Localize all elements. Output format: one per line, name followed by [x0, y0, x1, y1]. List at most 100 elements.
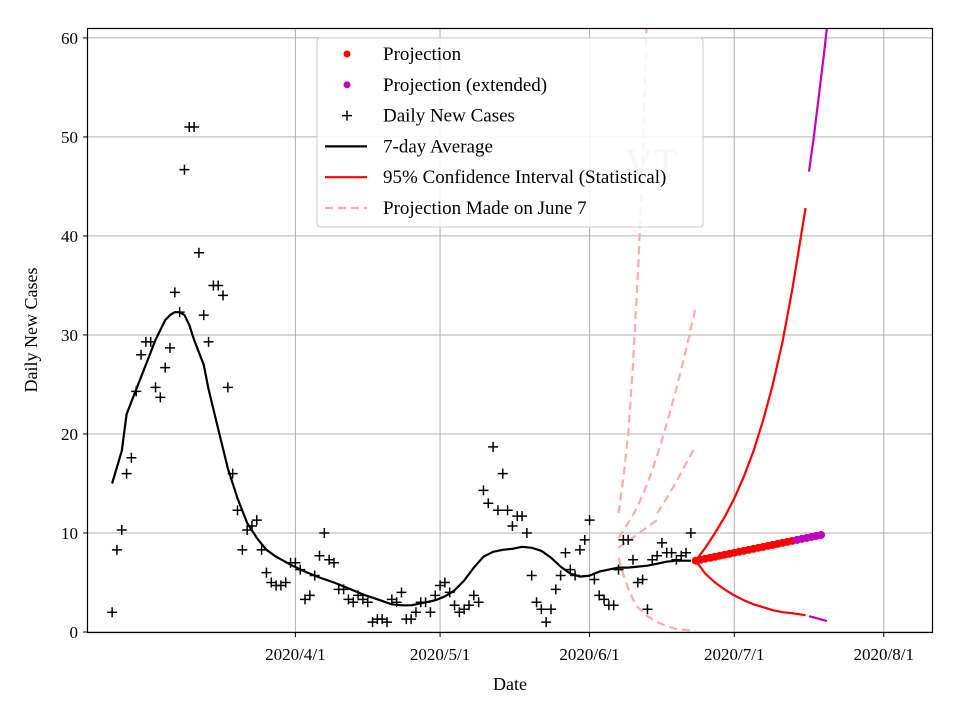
daily-case-marker [478, 485, 489, 496]
daily-case-marker [126, 452, 137, 463]
7-day-average-line [111, 311, 691, 607]
daily-case-marker [430, 590, 441, 601]
daily-case-marker [107, 607, 118, 618]
legend-label: 95% Confidence Interval (Statistical) [383, 167, 666, 188]
projection-extended-point [817, 530, 826, 539]
daily-case-marker [555, 570, 566, 581]
daily-case-marker [507, 521, 518, 532]
daily-case-marker [160, 362, 171, 373]
daily-case-marker [613, 564, 624, 575]
daily-case-marker [309, 570, 320, 581]
daily-case-marker [642, 604, 653, 615]
daily-case-marker [121, 468, 132, 479]
daily-case-marker [473, 597, 484, 608]
daily-case-marker [222, 382, 233, 393]
daily-case-marker [116, 525, 127, 536]
series-group [107, 28, 828, 632]
daily-case-marker [685, 527, 696, 538]
y-tick-label: 60 [61, 29, 78, 48]
y-tick-label: 0 [70, 623, 79, 642]
legend-label: Projection (extended) [383, 75, 547, 96]
daily-case-marker [174, 307, 185, 318]
daily-case-marker [136, 349, 147, 360]
daily-case-marker [449, 600, 460, 611]
daily-case-marker [169, 287, 180, 298]
projection-made-on-june-7-lower-line [617, 557, 696, 632]
daily-case-marker [492, 505, 503, 516]
daily-case-marker [328, 557, 339, 568]
daily-case-marker [290, 557, 301, 568]
legend-label: 7-day Average [383, 136, 493, 157]
daily-case-marker [203, 336, 214, 347]
daily-case-marker [406, 614, 417, 625]
y-tick-label: 20 [61, 425, 78, 444]
daily-case-marker [410, 607, 421, 618]
daily-case-marker [246, 521, 257, 532]
daily-case-marker [261, 567, 272, 578]
x-tick-label: 2020/7/1 [704, 645, 764, 664]
daily-case-marker [348, 597, 359, 608]
daily-case-marker [237, 544, 248, 555]
projection-made-on-june-7-upper-line [617, 306, 697, 539]
daily-case-marker [131, 386, 142, 397]
daily-case-marker [382, 617, 393, 628]
daily-case-marker [145, 336, 156, 347]
daily-case-marker [468, 590, 479, 601]
daily-case-marker [565, 564, 576, 575]
daily-case-marker [164, 342, 175, 353]
daily-case-marker [425, 607, 436, 618]
tick-layer: 2020/4/1 2020/5/1 2020/6/1 2020/7/1 2020/8/1… [61, 29, 914, 664]
daily-case-marker [589, 574, 600, 585]
daily-case-marker [420, 597, 431, 608]
daily-case-marker [439, 577, 450, 588]
y-tick-label: 30 [61, 326, 78, 345]
95-ci-upper-extended-line [807, 28, 828, 172]
daily-case-marker [232, 505, 243, 516]
daily-case-marker [627, 554, 638, 565]
daily-case-marker [227, 468, 238, 479]
daily-case-marker [193, 247, 204, 258]
x-axis-label: Date [493, 674, 527, 694]
daily-case-marker [295, 564, 306, 575]
legend-plus-marker [342, 110, 352, 121]
daily-case-marker [521, 527, 532, 538]
plot-frame [86, 27, 934, 634]
daily-case-marker [179, 164, 190, 175]
y-tick-label: 10 [61, 524, 78, 543]
daily-case-marker [599, 594, 610, 605]
95-ci-upper-line [694, 208, 807, 562]
daily-case-marker [497, 468, 508, 479]
x-tick-label: 2020/4/1 [265, 645, 325, 664]
legend-dot-marker [343, 50, 351, 58]
daily-case-marker [502, 505, 513, 516]
daily-case-marker [681, 547, 692, 558]
daily-case-marker [517, 511, 528, 522]
projection-made-on-june-7-upper-far-line [617, 28, 648, 514]
daily-case-marker [623, 534, 634, 545]
daily-case-marker [213, 280, 224, 291]
daily-case-marker [111, 544, 122, 555]
daily-case-marker [652, 550, 663, 561]
daily-case-marker [150, 382, 161, 393]
daily-case-marker [483, 498, 494, 509]
daily-case-marker [531, 597, 542, 608]
daily-case-marker [319, 527, 330, 538]
y-axis-label: Daily New Cases [21, 268, 41, 393]
daily-case-marker [574, 544, 585, 555]
daily-case-marker [608, 600, 619, 611]
x-tick-label: 2020/5/1 [410, 645, 470, 664]
daily-case-marker [584, 515, 595, 526]
daily-case-marker [656, 537, 667, 548]
legend-box [316, 37, 704, 228]
daily-case-marker [464, 600, 475, 611]
x-tick-label: 2020/8/1 [854, 645, 914, 664]
y-tick-label: 40 [61, 227, 78, 246]
daily-case-marker [198, 310, 209, 321]
y-tick-label: 50 [61, 128, 78, 147]
daily-case-marker [488, 441, 499, 452]
daily-case-marker [570, 570, 581, 581]
daily-case-marker [396, 587, 407, 598]
legend-label: Daily New Cases [383, 106, 515, 127]
daily-case-marker [391, 597, 402, 608]
